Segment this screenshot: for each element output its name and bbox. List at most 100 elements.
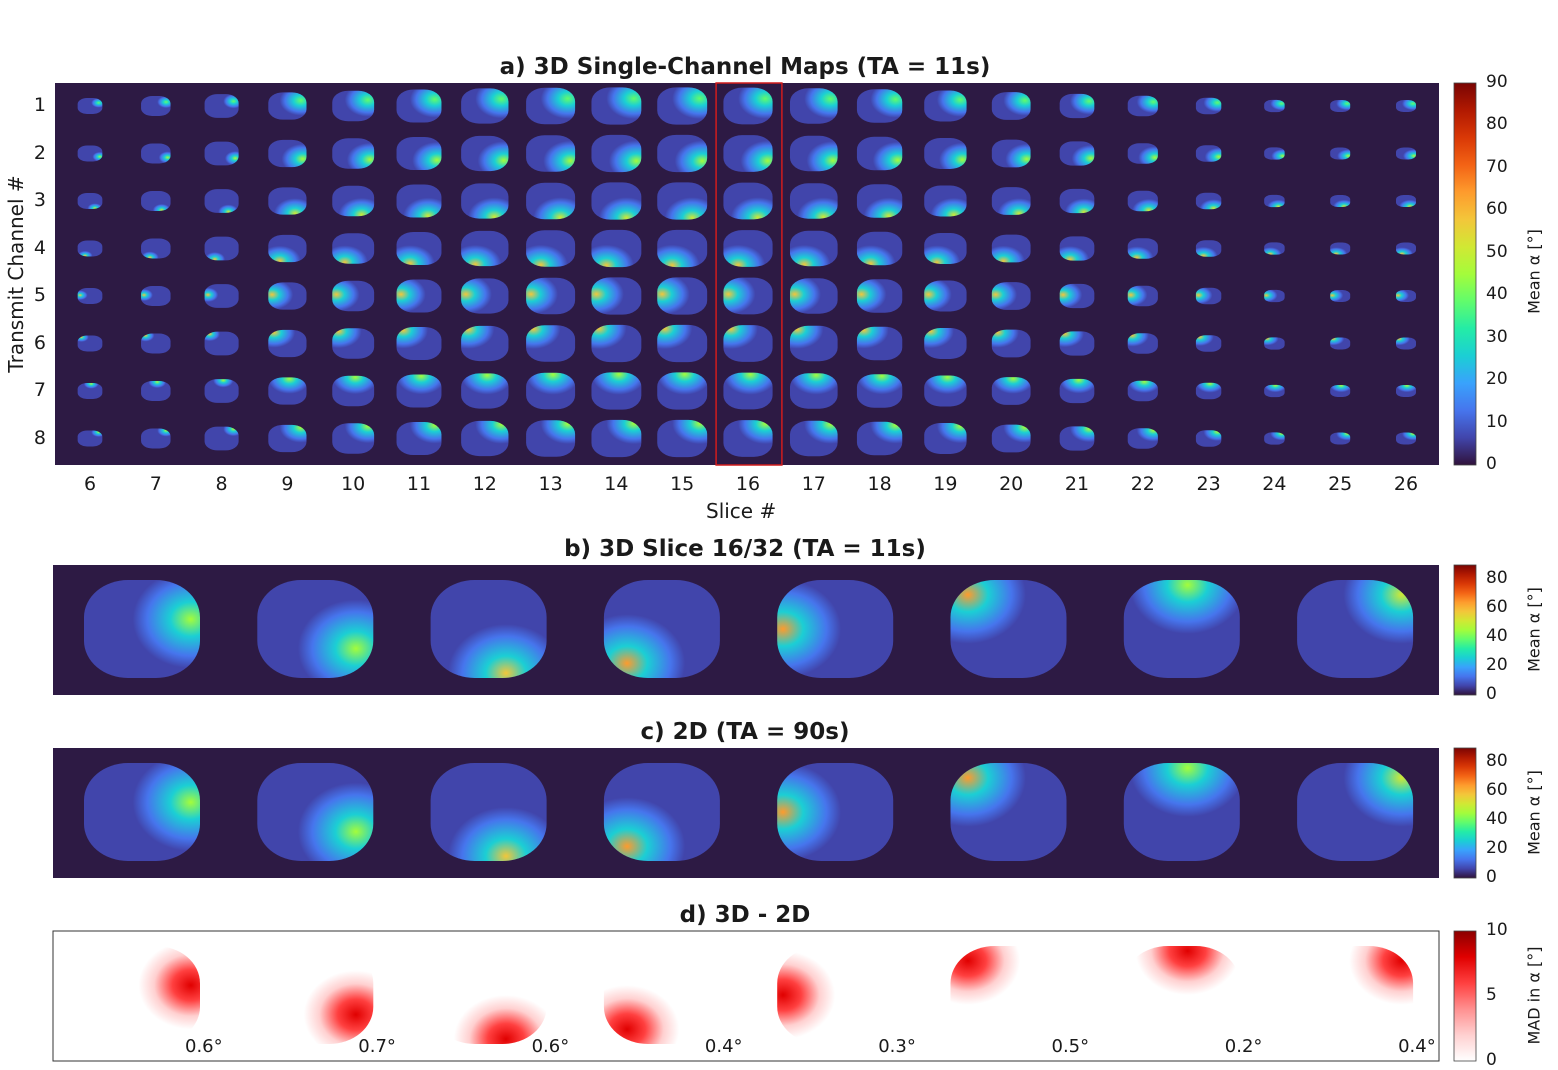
map-cell-ch7-slice16 (723, 372, 773, 410)
map-cell-ch4-slice11 (396, 231, 442, 266)
map-cell-ch3-slice26 (1396, 195, 1416, 207)
map-cell-ch7-slice8 (204, 379, 239, 403)
map-cell-ch1-slice14 (591, 87, 642, 125)
panel-a-colorbar-gradient (1453, 82, 1477, 466)
map-cell-ch8-slice18 (856, 421, 903, 456)
panel-d-diff-channel-7 (1123, 946, 1240, 1044)
mad-value-channel-4: 0.4° (704, 1036, 743, 1057)
map-cell-ch8-slice26 (1396, 432, 1416, 445)
panel-d-diff-channel-2 (257, 946, 374, 1044)
map-cell-ch8-slice12 (461, 420, 509, 457)
map-cell-ch7-slice20 (991, 377, 1031, 405)
map-cell-ch5-slice14 (591, 277, 642, 315)
panel-c-colorbar-tick-20: 20 (1486, 838, 1508, 859)
mad-value-channel-1: 0.6° (185, 1036, 223, 1057)
map-cell-ch1-slice20 (991, 92, 1031, 120)
map-cell-ch1-slice26 (1396, 100, 1416, 112)
map-cell-ch8-slice7 (141, 428, 171, 449)
map-cell-ch1-slice21 (1059, 93, 1095, 119)
map-cell-ch7-slice13 (526, 372, 576, 410)
col-label-26: 26 (1393, 473, 1419, 495)
panel-c-map-channel-5 (777, 763, 894, 861)
map-cell-ch5-slice21 (1059, 283, 1095, 309)
map-cell-ch4-slice22 (1127, 238, 1158, 259)
map-cell-ch3-slice24 (1264, 194, 1285, 208)
map-cell-ch3-slice7 (141, 191, 171, 211)
map-cell-ch1-slice19 (924, 90, 967, 122)
panel-d-diff-channel-5 (777, 946, 894, 1044)
panel-a-colorbar-tick-10: 10 (1486, 411, 1508, 432)
panel-a-colorbar-tick-60: 60 (1486, 199, 1508, 220)
map-cell-ch8-slice17 (789, 420, 838, 457)
map-cell-ch3-slice10 (332, 185, 375, 217)
panel-b-map-channel-1 (84, 580, 200, 678)
map-cell-ch2-slice13 (526, 135, 576, 172)
panel-a-colorbar-tick-0: 0 (1486, 454, 1497, 474)
panel-b-map-channel-5 (777, 580, 894, 678)
panel-c-colorbar-tick-40: 40 (1486, 809, 1508, 830)
panel-b-colorbar-tick-60: 60 (1486, 597, 1508, 618)
map-cell-ch6-slice25 (1330, 337, 1351, 350)
map-cell-ch7-slice7 (141, 381, 171, 401)
map-cell-ch1-slice7 (141, 96, 171, 116)
map-cell-ch2-slice23 (1195, 145, 1222, 162)
panel-d-diff-channel-1 (84, 946, 200, 1044)
panel-a-colorbar-tick-70: 70 (1486, 156, 1508, 177)
map-cell-ch1-slice17 (789, 88, 838, 124)
map-cell-ch2-slice18 (856, 136, 903, 171)
panel-b-colorbar-tick-80: 80 (1486, 568, 1508, 589)
highlight-slice-box (715, 82, 783, 466)
map-cell-ch5-slice12 (461, 278, 509, 314)
map-cell-ch4-slice25 (1330, 242, 1351, 255)
map-cell-ch3-slice19 (924, 185, 967, 217)
map-cell-ch8-slice15 (657, 419, 708, 458)
map-cell-ch1-slice16 (723, 87, 773, 125)
panel-a-ylabel: Transmit Channel # (4, 175, 28, 373)
map-cell-ch6-slice23 (1195, 335, 1222, 352)
panel-b-colorbar (1453, 564, 1477, 696)
map-cell-ch8-slice14 (591, 419, 642, 458)
map-cell-ch1-slice6 (77, 98, 103, 114)
map-cell-ch8-slice13 (526, 420, 576, 457)
panel-d-title: d) 3D - 2D (679, 902, 811, 928)
panel-b-colorbar-label: Mean α [°] (1524, 587, 1544, 672)
map-cell-ch4-slice14 (591, 229, 642, 268)
map-cell-ch7-slice12 (461, 373, 509, 409)
map-cell-ch2-slice20 (991, 139, 1031, 168)
panel-b-map-channel-6 (950, 580, 1067, 678)
panel-d-colorbar-gradient (1453, 930, 1477, 1062)
panel-a-map-grid (55, 82, 1439, 466)
map-cell-ch5-slice25 (1330, 290, 1351, 302)
map-cell-ch6-slice11 (396, 326, 442, 361)
map-cell-ch4-slice19 (924, 233, 967, 264)
panel-d-colorbar-tick-10: 10 (1486, 920, 1508, 940)
panel-b-map-channel-2 (257, 580, 374, 678)
map-cell-ch1-slice23 (1195, 97, 1222, 115)
map-cell-ch6-slice15 (657, 324, 708, 363)
map-cell-ch6-slice7 (141, 333, 171, 354)
col-label-18: 18 (867, 473, 892, 495)
map-cell-ch5-slice19 (924, 280, 967, 312)
map-cell-ch8-slice21 (1059, 426, 1095, 451)
panel-b-colorbar-gradient (1453, 564, 1477, 696)
map-cell-ch1-slice8 (204, 94, 239, 118)
panel-d-diff-channel-8 (1297, 946, 1414, 1044)
map-cell-ch2-slice7 (141, 143, 171, 164)
panel-a-colorbar-label: Mean α [°] (1524, 229, 1544, 314)
map-cell-ch2-slice22 (1127, 143, 1158, 164)
map-cell-ch4-slice18 (856, 231, 903, 266)
map-cell-ch5-slice26 (1396, 290, 1416, 302)
map-cell-ch6-slice12 (461, 325, 509, 362)
col-label-24: 24 (1262, 473, 1287, 495)
map-cell-ch3-slice18 (856, 184, 903, 218)
panel-a-colorbar-tick-20: 20 (1486, 369, 1508, 390)
map-cell-ch5-slice17 (789, 278, 838, 314)
map-cell-ch3-slice15 (657, 182, 708, 220)
map-cell-ch6-slice14 (591, 324, 642, 363)
map-cell-ch3-slice6 (77, 193, 103, 209)
map-cell-ch4-slice21 (1059, 236, 1095, 261)
panel-c-title: c) 2D (TA = 90s) (640, 719, 850, 745)
map-cell-ch3-slice17 (789, 183, 838, 219)
panel-d-colorbar (1453, 930, 1477, 1062)
map-cell-ch1-slice24 (1264, 99, 1285, 113)
